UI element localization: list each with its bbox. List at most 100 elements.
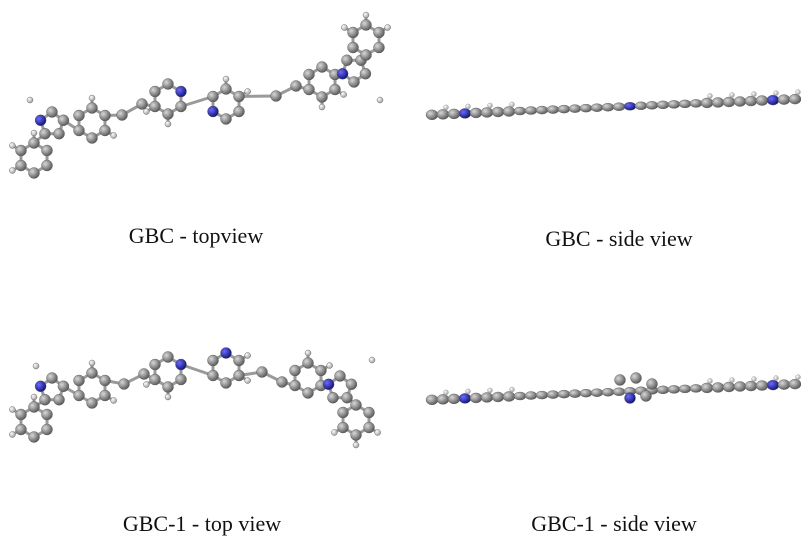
hydrogen: [796, 90, 801, 95]
hydrogen: [752, 377, 757, 382]
carbon: [257, 367, 268, 378]
carbon: [74, 390, 85, 401]
hydrogen: [796, 375, 801, 380]
carbon: [39, 128, 50, 139]
carbon: [647, 379, 658, 390]
carbon: [99, 110, 110, 121]
carbon: [47, 107, 58, 118]
hydrogen: [89, 95, 95, 101]
carbon: [277, 377, 288, 388]
carbon: [16, 160, 27, 171]
hydrogen: [353, 442, 359, 448]
hydrogen: [341, 25, 347, 31]
carbon: [233, 91, 244, 102]
carbon: [470, 108, 482, 118]
nitrogen: [624, 102, 636, 110]
hydrogen: [31, 130, 37, 136]
carbon: [360, 68, 371, 79]
hydrogen: [9, 407, 15, 413]
carbon: [591, 104, 603, 112]
carbon: [233, 355, 244, 366]
carbon: [448, 394, 460, 404]
carbon: [373, 27, 384, 38]
hydrogen: [9, 143, 15, 149]
carbon: [712, 382, 724, 392]
carbon: [536, 106, 548, 114]
carbon: [615, 375, 626, 386]
carbon: [303, 388, 314, 399]
carbon: [150, 101, 161, 112]
caption: GBC - side view: [545, 226, 692, 251]
carbon: [29, 168, 40, 179]
carbon: [361, 20, 372, 31]
carbon: [547, 391, 559, 399]
carbon: [87, 133, 98, 144]
hydrogen: [363, 12, 369, 18]
carbon: [271, 91, 282, 102]
nitrogen: [459, 393, 471, 403]
carbon: [163, 382, 174, 393]
carbon: [29, 432, 40, 443]
carbon: [338, 407, 349, 418]
carbon: [315, 365, 326, 376]
carbon: [150, 359, 161, 370]
hydrogen: [165, 121, 171, 127]
carbon: [569, 390, 581, 398]
carbon: [348, 42, 359, 53]
carbon: [317, 62, 328, 73]
carbon: [668, 385, 680, 393]
carbon: [290, 380, 301, 391]
carbon: [426, 395, 438, 405]
hydrogen: [245, 89, 251, 95]
carbon: [602, 103, 614, 111]
nitrogen: [35, 381, 46, 392]
carbon: [221, 378, 232, 389]
carbon: [756, 381, 768, 391]
nitrogen: [767, 380, 779, 390]
carbon: [361, 50, 372, 61]
carbon: [163, 352, 174, 363]
carbon: [208, 370, 219, 381]
carbon: [41, 409, 52, 420]
carbon: [569, 105, 581, 113]
carbon: [303, 358, 314, 369]
carbon: [745, 381, 757, 391]
carbon: [514, 392, 526, 400]
carbon: [87, 398, 98, 409]
carbon: [679, 100, 691, 108]
caption: GBC - topview: [129, 223, 264, 248]
carbon: [291, 81, 302, 92]
carbon: [99, 125, 110, 136]
nitrogen: [175, 86, 186, 97]
carbon: [613, 388, 625, 396]
hydrogen: [444, 105, 449, 110]
carbon: [657, 101, 669, 109]
carbon: [734, 97, 746, 107]
carbon: [481, 392, 493, 402]
hydrogen: [341, 92, 347, 98]
nitrogen: [35, 115, 46, 126]
carbon: [39, 394, 50, 405]
carbon: [29, 402, 40, 413]
hydrogen: [27, 97, 33, 103]
carbon: [679, 385, 691, 393]
carbon: [47, 373, 58, 384]
carbon: [54, 394, 65, 405]
hydrogen: [143, 382, 149, 388]
figure: GBC - topview GBC - side view GBC-1 - to…: [0, 0, 801, 539]
carbon: [525, 107, 537, 115]
carbon: [349, 77, 360, 88]
carbon: [74, 110, 85, 121]
hydrogen: [466, 389, 471, 394]
carbon: [58, 381, 69, 392]
carbon: [448, 109, 460, 119]
carbon: [150, 374, 161, 385]
carbon: [745, 96, 757, 106]
nitrogen: [767, 95, 779, 105]
nitrogen: [221, 348, 232, 359]
carbon: [338, 422, 349, 433]
carbon: [163, 79, 174, 90]
carbon: [602, 388, 614, 396]
carbon: [547, 106, 559, 114]
carbon: [87, 103, 98, 114]
